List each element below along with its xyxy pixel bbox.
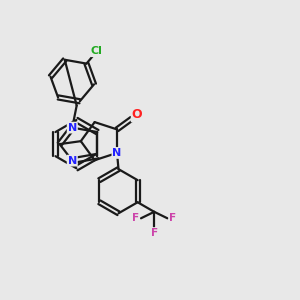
Text: N: N bbox=[68, 156, 77, 166]
Text: F: F bbox=[169, 213, 176, 223]
Text: F: F bbox=[132, 213, 139, 223]
Text: Cl: Cl bbox=[91, 46, 103, 56]
Text: F: F bbox=[151, 228, 158, 238]
Text: O: O bbox=[132, 108, 142, 122]
Text: N: N bbox=[112, 148, 122, 158]
Text: N: N bbox=[68, 123, 77, 133]
